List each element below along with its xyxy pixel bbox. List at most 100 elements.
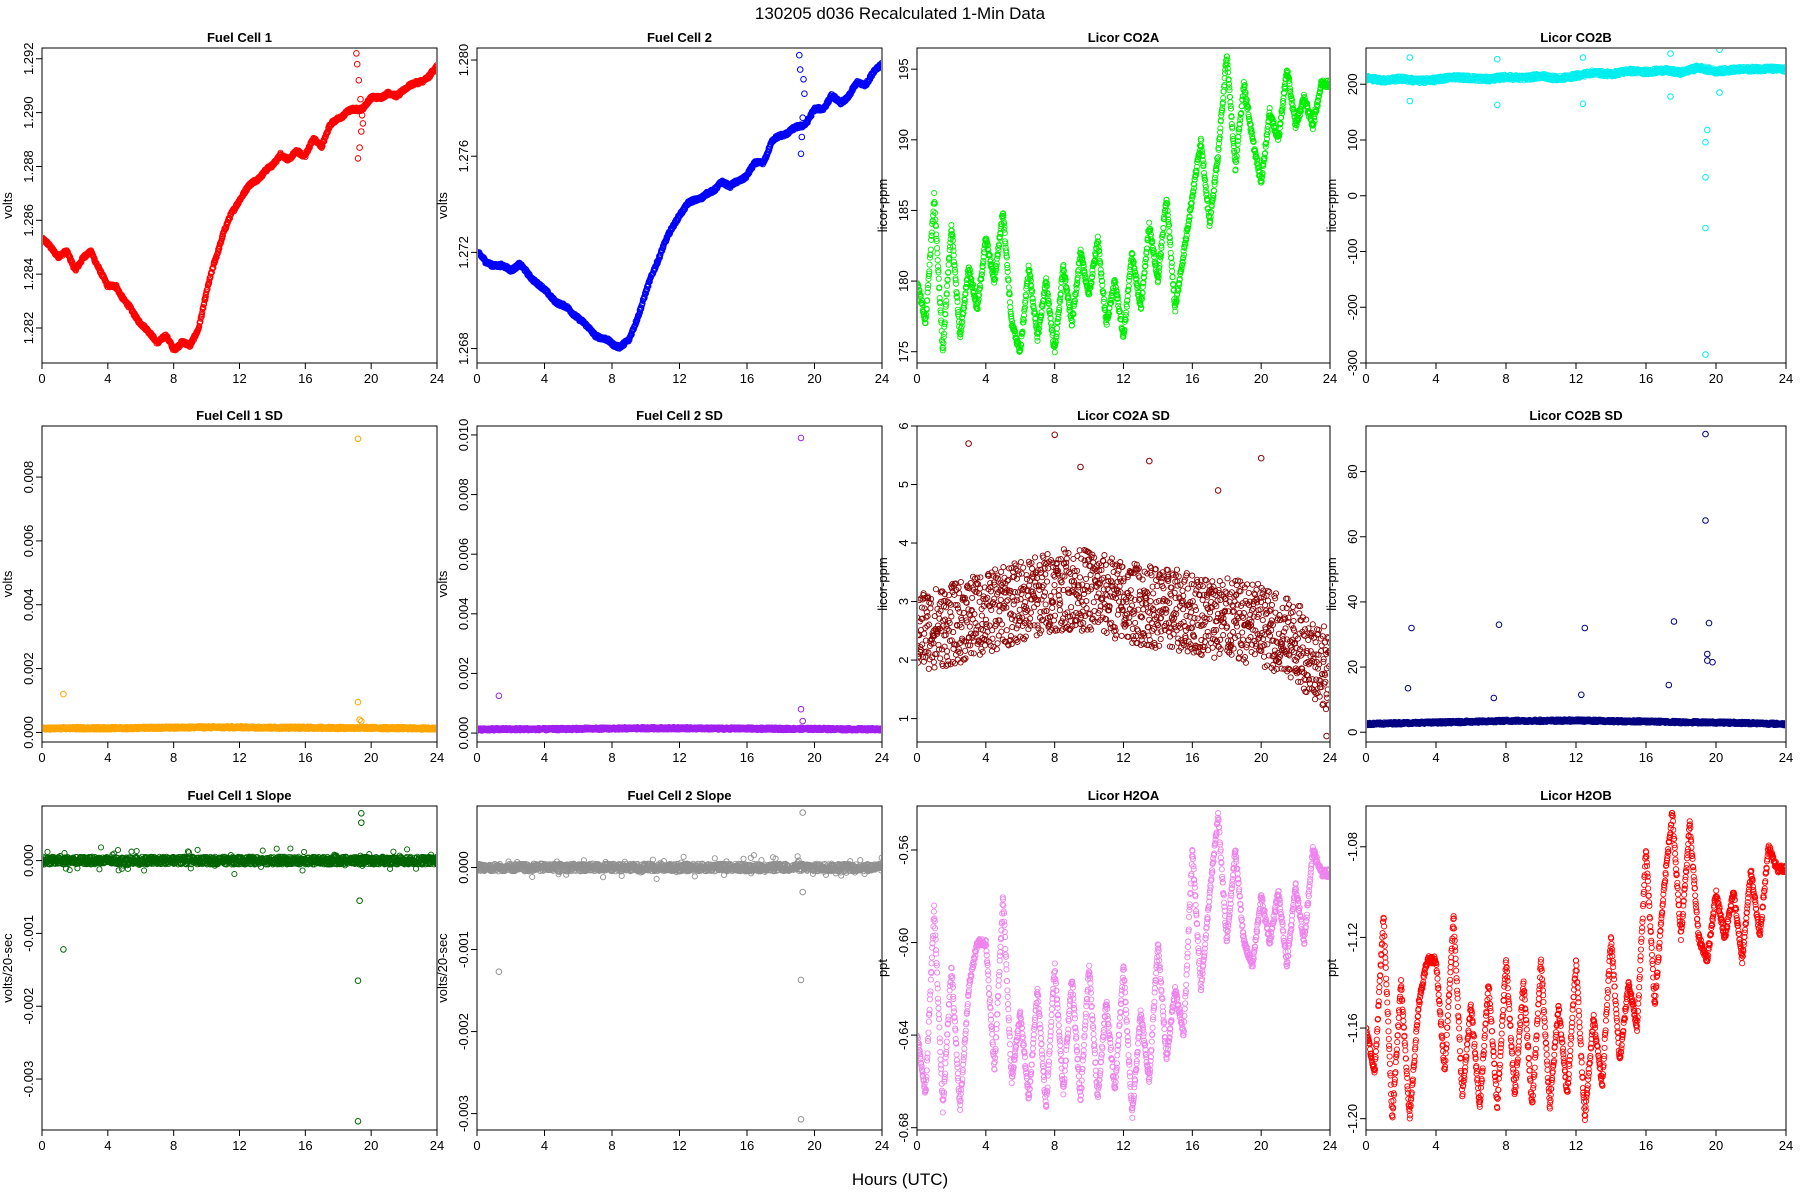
data-point [1038,312,1045,319]
data-point [922,314,929,321]
data-point [198,313,205,320]
data-point [1241,81,1248,89]
data-point [1010,327,1017,334]
data-point [1155,277,1162,284]
data-point [1246,117,1253,124]
data-point [1245,104,1252,111]
data-point [984,242,991,249]
data-point [1326,82,1329,89]
data-point [1157,250,1164,257]
data-point [1056,298,1063,306]
data-point [1081,271,1088,279]
data-point [927,246,934,253]
data-point [1287,85,1294,92]
data-point [1151,251,1158,258]
y-tick-label: 0 [1345,192,1360,199]
data-point [1062,273,1069,280]
data-point [1062,276,1069,283]
data-point [1310,121,1317,128]
data-point [1164,207,1171,214]
data-point [1120,333,1127,340]
data-point [1006,291,1013,298]
data-point [1311,117,1318,125]
data-point [1173,298,1180,305]
data-point [148,331,155,338]
data-point [1291,110,1298,117]
data-point [1264,126,1271,133]
data-point [933,235,940,242]
y-tick-label: 1.288 [21,150,36,183]
data-point [1074,274,1081,281]
data-point [1276,132,1283,139]
data-point [1220,95,1227,102]
data-point [878,60,881,66]
data-point [932,223,939,230]
x-tick-label: 12 [672,371,686,386]
data-point [977,284,984,291]
x-tick-label: 16 [1639,371,1653,386]
data-point [1165,222,1173,229]
data-point [1169,268,1176,275]
data-point [1029,295,1036,302]
data-point [1002,238,1009,245]
data-point [1156,262,1163,269]
data-point [433,65,436,72]
data-point [1069,318,1076,325]
data-point [1123,301,1130,308]
data-point [1227,105,1235,112]
data-point [959,318,966,325]
data-point [1003,249,1010,256]
data-point [926,261,933,268]
data-point [1097,260,1104,267]
data-point [1124,297,1131,304]
data-point [1278,114,1285,121]
data-point [1065,295,1072,302]
y-axis-label: licor-ppm [875,179,890,232]
data-point [1241,88,1249,95]
y-tick-label: 180 [896,270,911,292]
data-point [219,235,226,242]
x-tick-label: 8 [1502,371,1509,386]
data-point [996,242,1003,249]
data-point [1046,307,1053,314]
data-point [1224,61,1231,68]
data-point [1186,217,1193,224]
data-point [1035,329,1042,336]
data-point [1075,271,1082,278]
data-point [1035,325,1043,332]
data-point [1048,323,1055,330]
data-point [1002,240,1009,247]
data-point [1132,275,1139,282]
data-point [940,330,948,337]
data-point [1166,228,1173,235]
outlier-point [358,112,366,119]
data-point [1156,265,1163,272]
data-point [1030,302,1037,309]
data-point [1164,211,1171,219]
data-point [994,255,1001,262]
data-point [1224,65,1231,72]
data-point [1237,114,1244,121]
data-point [1167,239,1174,246]
data-point [1157,251,1165,258]
data-point [1199,153,1206,160]
data-point [1122,312,1129,319]
data-point [1258,178,1265,185]
plot-frame [476,47,883,364]
data-point [980,257,987,264]
data-point [1000,210,1007,217]
data-point [1158,239,1165,246]
data-point [1227,99,1234,106]
data-point [213,254,220,261]
data-point [993,262,1000,270]
data-point [1056,304,1063,311]
data-point [1228,121,1235,128]
data-point [941,323,948,330]
data-point [1043,282,1050,289]
data-point [1183,232,1190,239]
data-point [944,282,951,289]
data-point [1022,297,1029,304]
x-tick-label: 8 [608,371,615,386]
data-point [1051,349,1058,356]
data-point [656,252,663,259]
